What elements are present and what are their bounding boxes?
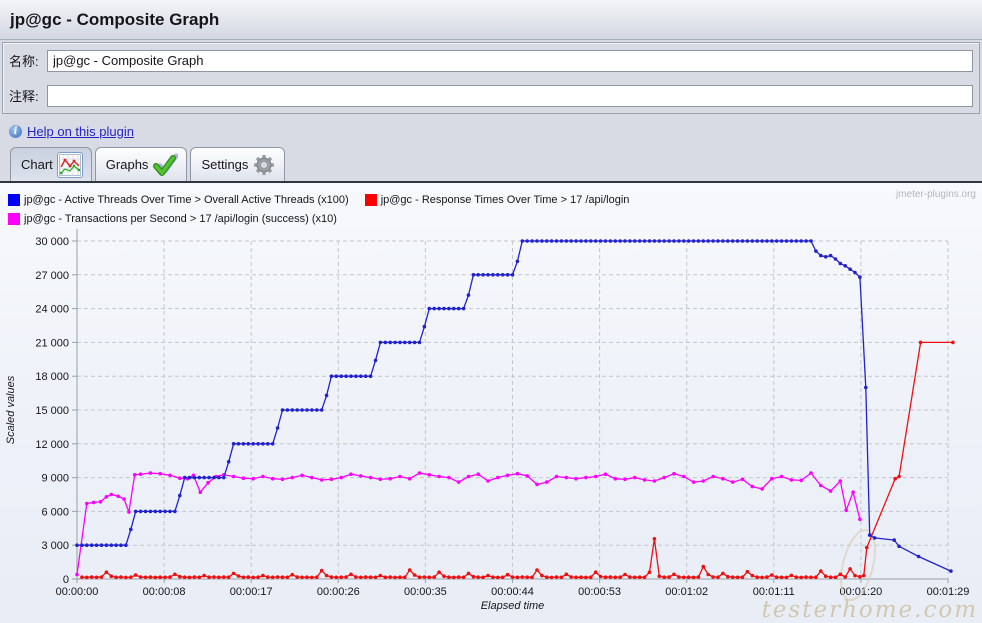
svg-text:00:01:29: 00:01:29	[927, 586, 970, 598]
y-axis-title: Scaled values	[5, 375, 17, 444]
svg-text:27 000: 27 000	[35, 270, 69, 282]
page-title: jp@gc - Composite Graph	[10, 9, 220, 29]
legend-swatch-red	[364, 194, 377, 206]
chart-legend: jp@gc - Active Threads Over Time > Overa…	[8, 194, 645, 232]
form-area: 名称: 注释: i Help on this plugin	[0, 40, 982, 143]
chart-panel: 0 3 000 6 000 9 000 12 000 15 000 18 000 21 000…	[0, 183, 982, 623]
tab-bar: Chart Graphs	[0, 143, 982, 183]
svg-text:24 000: 24 000	[35, 304, 69, 316]
x-axis-title: Elapsed time	[481, 600, 545, 612]
svg-text:0: 0	[63, 574, 69, 586]
name-label: 名称:	[9, 54, 39, 69]
legend-swatch-blue	[8, 194, 20, 206]
fields-box: 名称: 注释:	[2, 42, 980, 114]
svg-text:00:01:11: 00:01:11	[753, 586, 795, 598]
legend-item-response-times: jp@gc - Response Times Over Time > 17 /a…	[364, 194, 630, 206]
legend-label: jp@gc - Response Times Over Time > 17 /a…	[380, 194, 630, 206]
legend-item-transactions: jp@gc - Transactions per Second > 17 /ap…	[8, 213, 337, 225]
tab-chart[interactable]: Chart	[10, 147, 92, 181]
tab-settings[interactable]: Settings	[190, 147, 286, 181]
jmeter-plugins-credit: jmeter-plugins.org	[895, 189, 976, 200]
y-axis: 0 3 000 6 000 9 000 12 000 15 000 18 000 21 000…	[35, 236, 77, 586]
x-axis: 00:00:00 00:00:08 00:00:17 00:00:26 00:00:35…	[56, 579, 970, 598]
svg-text:9 000: 9 000	[41, 473, 69, 485]
composite-chart: 0 3 000 6 000 9 000 12 000 15 000 18 000 21 000…	[5, 229, 970, 612]
series-active-threads	[75, 239, 953, 573]
watermark-loop-icon	[840, 528, 876, 602]
svg-text:00:00:08: 00:00:08	[143, 586, 186, 598]
svg-text:00:01:02: 00:01:02	[665, 586, 708, 598]
tab-graphs[interactable]: Graphs	[94, 147, 188, 181]
series-transactions-per-second	[75, 471, 862, 577]
svg-text:18 000: 18 000	[35, 371, 69, 383]
legend-label: jp@gc - Active Threads Over Time > Overa…	[24, 194, 349, 206]
svg-text:00:01:20: 00:01:20	[839, 586, 882, 598]
legend-label: jp@gc - Transactions per Second > 17 /ap…	[24, 213, 337, 225]
series-response-times	[80, 340, 955, 580]
svg-text:00:00:00: 00:00:00	[56, 586, 99, 598]
svg-text:00:00:44: 00:00:44	[491, 586, 534, 598]
svg-text:00:00:35: 00:00:35	[404, 586, 447, 598]
comment-field[interactable]	[47, 84, 973, 107]
comment-label: 注释:	[9, 89, 39, 104]
name-field[interactable]	[47, 49, 973, 72]
chart-icon	[56, 151, 83, 178]
svg-text:15 000: 15 000	[35, 405, 69, 417]
grid	[77, 240, 949, 580]
check-icon	[152, 153, 179, 177]
tab-graphs-label: Graphs	[105, 157, 149, 172]
info-icon: i	[9, 124, 22, 138]
svg-text:6 000: 6 000	[41, 506, 69, 518]
legend-item-active-threads: jp@gc - Active Threads Over Time > Overa…	[8, 194, 349, 206]
svg-text:30 000: 30 000	[35, 236, 69, 248]
svg-text:12 000: 12 000	[35, 439, 69, 451]
svg-text:00:00:26: 00:00:26	[317, 586, 360, 598]
svg-text:00:00:17: 00:00:17	[230, 586, 273, 598]
svg-text:3 000: 3 000	[41, 540, 69, 552]
gear-icon	[252, 153, 276, 177]
title-bar: jp@gc - Composite Graph	[0, 0, 982, 40]
svg-text:21 000: 21 000	[35, 337, 69, 349]
svg-text:00:00:53: 00:00:53	[578, 586, 621, 598]
tab-settings-label: Settings	[201, 157, 249, 172]
legend-swatch-magenta	[8, 213, 20, 225]
help-link[interactable]: Help on this plugin	[27, 123, 134, 139]
tab-chart-label: Chart	[21, 157, 53, 172]
